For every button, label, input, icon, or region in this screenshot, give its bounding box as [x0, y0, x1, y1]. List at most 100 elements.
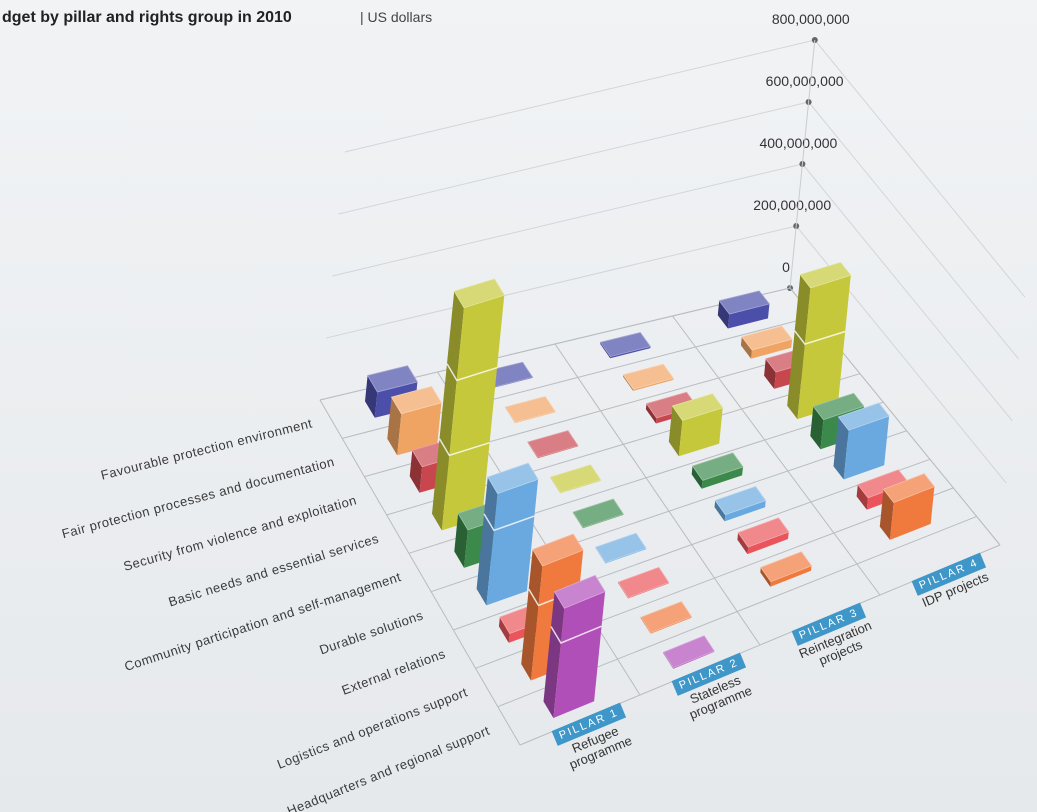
bar-top — [671, 393, 724, 421]
bar-segment-line — [446, 363, 498, 382]
bar — [833, 402, 890, 480]
bar-top — [714, 486, 767, 516]
bar-segment-line — [438, 438, 490, 457]
bar-front — [397, 402, 442, 456]
bar-side — [717, 300, 730, 329]
bar-top — [390, 386, 443, 415]
bar-segment-line — [794, 330, 846, 345]
bar-side — [668, 406, 683, 457]
bar-top — [718, 290, 771, 315]
bar-side — [432, 291, 464, 531]
bar-side — [764, 358, 776, 389]
chart-title: dget by pillar and rights group in 2010 — [2, 9, 292, 26]
bar-front — [553, 591, 606, 718]
bar-front — [724, 500, 766, 522]
bar-top — [882, 473, 936, 503]
y-tick-label: 600,000,000 — [766, 73, 844, 89]
bar-side — [856, 484, 868, 510]
category-label: Community participation and self-managem… — [122, 569, 402, 674]
bar-front — [747, 531, 789, 555]
bar — [662, 635, 715, 669]
bar — [640, 601, 693, 634]
bar-segment-line — [483, 513, 535, 532]
bar — [879, 473, 936, 540]
bar-top — [572, 498, 625, 528]
bar-top — [553, 574, 606, 609]
floor-line — [554, 343, 761, 646]
bar-side — [879, 489, 894, 540]
bar — [594, 532, 647, 564]
bar-side — [737, 532, 749, 555]
y-tick-label: 200,000,000 — [753, 197, 831, 213]
bar-top — [837, 402, 890, 431]
bar — [527, 430, 579, 459]
bar-front — [770, 565, 812, 587]
bar-top — [760, 551, 813, 583]
bar-front — [843, 416, 890, 480]
bar-top — [527, 430, 579, 458]
bar — [787, 261, 852, 420]
bar-side — [387, 397, 402, 456]
bar-top — [812, 392, 865, 421]
category-label: Logistics and operations support — [275, 684, 470, 771]
bar-top — [640, 601, 693, 634]
bar-side — [454, 513, 468, 568]
bar-front — [751, 339, 793, 359]
bar — [740, 325, 793, 359]
bar — [668, 393, 724, 457]
category-label: Durable solutions — [317, 608, 425, 658]
bar-top — [741, 325, 793, 351]
bar — [760, 551, 813, 587]
bar-side — [409, 450, 423, 493]
bar-front — [441, 295, 505, 531]
grid-line — [332, 163, 803, 277]
bar — [476, 462, 539, 606]
bar-front — [797, 275, 851, 420]
bar-top — [691, 452, 744, 481]
bar — [432, 278, 505, 531]
bar-side — [810, 406, 824, 450]
bar-side — [787, 274, 811, 420]
bar-side — [498, 617, 510, 643]
bar-top — [487, 462, 539, 494]
category-label: External relations — [340, 646, 448, 698]
category-label: Headquarters and regional support — [285, 723, 492, 812]
bar-top — [662, 635, 715, 669]
bar — [622, 363, 675, 391]
grid-line — [802, 163, 1013, 422]
bar — [617, 566, 670, 599]
bar — [387, 386, 443, 456]
bar-top — [594, 532, 647, 563]
bar — [714, 486, 767, 522]
bar-front — [678, 407, 723, 457]
bar-top — [622, 363, 675, 390]
bar — [549, 464, 602, 494]
bar-side — [365, 375, 378, 418]
bar-side — [740, 336, 752, 359]
bar-top — [366, 365, 419, 393]
bar-top — [599, 332, 652, 358]
bar — [599, 332, 652, 359]
bar-side — [714, 500, 726, 522]
grid-line — [808, 101, 1019, 360]
bar — [543, 574, 606, 718]
bar-top — [549, 464, 602, 493]
grid-line — [338, 101, 809, 215]
bar-front — [727, 303, 770, 329]
bar-top — [532, 533, 584, 567]
axis-line — [789, 39, 816, 289]
bar-side — [476, 477, 498, 606]
grid-line — [814, 39, 1026, 298]
bar-side — [833, 417, 849, 480]
bar-side — [760, 567, 771, 587]
bar-top — [737, 517, 790, 548]
bar-segment-line — [550, 625, 602, 644]
bar-front — [486, 479, 539, 606]
bar — [737, 517, 790, 555]
bar — [504, 395, 556, 424]
bar — [572, 498, 625, 529]
bar — [717, 290, 771, 329]
bar-side — [691, 466, 703, 489]
bar-top — [617, 566, 670, 599]
